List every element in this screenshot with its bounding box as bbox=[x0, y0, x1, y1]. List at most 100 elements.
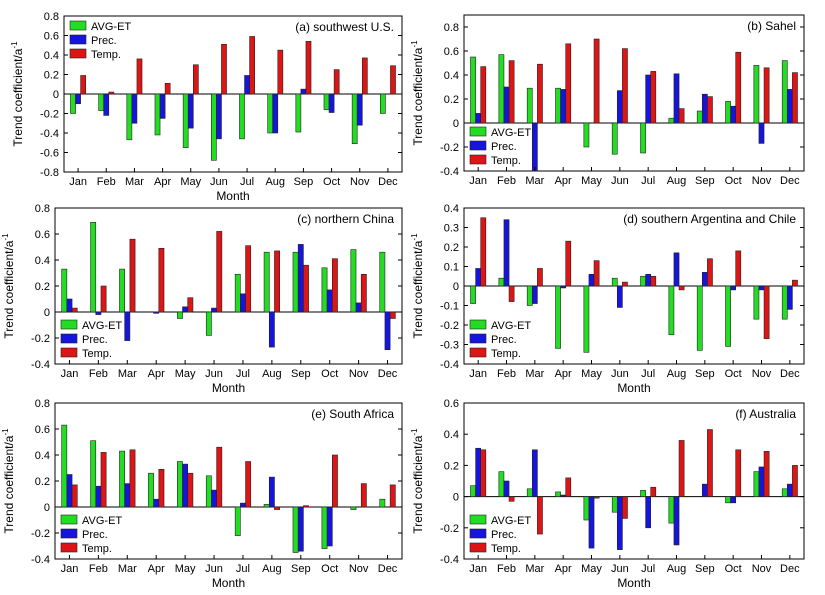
bar-temp-nov bbox=[763, 285, 770, 339]
y-tick-label: 0 bbox=[44, 502, 50, 514]
bar-temp-jul bbox=[650, 275, 657, 287]
x-tick-label: Jan bbox=[61, 368, 79, 380]
bar-prec-oct bbox=[730, 285, 737, 291]
x-tick-label: Dec bbox=[378, 563, 398, 575]
legend: AVG-ET Prec. Temp. bbox=[469, 319, 531, 360]
x-tick-label: Jun bbox=[205, 368, 223, 380]
y-axis-label-text: Trend coefficient/a bbox=[411, 47, 425, 145]
bar-avget-feb bbox=[498, 54, 505, 124]
bar-avget-jul bbox=[640, 122, 646, 154]
bar-prec-may bbox=[588, 273, 595, 287]
legend: AVG-ET Prec. Temp. bbox=[60, 319, 122, 360]
plot-frame bbox=[463, 14, 805, 172]
bar-temp-jan bbox=[71, 307, 78, 313]
legend-label: Temp. bbox=[491, 543, 521, 555]
bar-avget-mar bbox=[126, 93, 133, 141]
x-tick-label: Sep bbox=[695, 175, 715, 187]
y-tick-label: 0.4 bbox=[35, 255, 50, 267]
bar-temp-sep bbox=[707, 258, 713, 287]
y-tick-label: -0.2 bbox=[31, 333, 50, 345]
bar-temp-nov bbox=[763, 451, 770, 497]
y-tick-label: -0.2 bbox=[40, 109, 59, 121]
bar-avget-nov bbox=[753, 65, 760, 124]
bar-temp-jul bbox=[650, 486, 657, 497]
bar-temp-mar bbox=[129, 449, 136, 508]
bar-temp-jun bbox=[622, 496, 628, 519]
bar-avget-jul bbox=[640, 275, 646, 287]
x-tick-label: Dec bbox=[780, 563, 800, 575]
x-tick-label: Aug bbox=[667, 368, 687, 380]
chart-panel-1: -0.8 -0.6 -0.4 -0.2 0 0.2 0.4 0.6 0.8 Jan Feb Mar Ap… bbox=[10, 11, 403, 203]
x-tick-label: Jun bbox=[611, 368, 629, 380]
x-tick-label: Jan bbox=[69, 176, 87, 188]
bar-temp-nov bbox=[360, 483, 367, 508]
y-tick-label: 0.8 bbox=[444, 22, 459, 34]
bar-prec-jun bbox=[216, 93, 222, 140]
bar-prec-jul bbox=[240, 502, 246, 508]
bar-temp-dec bbox=[389, 484, 396, 508]
x-tick-label: Jan bbox=[469, 368, 487, 380]
x-axis-label: Month bbox=[212, 576, 245, 590]
bar-avget-oct bbox=[321, 267, 328, 313]
bar-avget-aug bbox=[263, 504, 270, 508]
bar-temp-mar bbox=[537, 496, 543, 535]
x-tick-label: Mar bbox=[118, 563, 137, 575]
bar-prec-feb bbox=[103, 93, 110, 116]
x-tick-label: Mar bbox=[525, 563, 544, 575]
bar-temp-dec bbox=[792, 72, 798, 124]
legend: AVG-ET Prec. Temp. bbox=[60, 514, 122, 555]
x-axis-label: Month bbox=[617, 381, 650, 395]
y-axis-label-text: Trend coefficient/a bbox=[11, 48, 25, 146]
bar-temp-apr bbox=[565, 477, 572, 497]
bar-avget-may bbox=[583, 285, 590, 353]
legend-swatch bbox=[60, 333, 78, 344]
bar-prec-sep bbox=[297, 506, 304, 552]
y-axis-label: Trend coefficient/a-1 bbox=[410, 40, 425, 146]
x-tick-label: Apr bbox=[148, 368, 165, 380]
bar-prec-nov bbox=[355, 302, 362, 313]
bar-prec-mar bbox=[124, 483, 131, 508]
bar-temp-may bbox=[187, 472, 194, 508]
x-tick-label: Sep bbox=[291, 368, 311, 380]
bar-temp-oct bbox=[332, 454, 338, 508]
legend-swatch bbox=[60, 347, 78, 358]
bar-prec-nov bbox=[758, 285, 765, 291]
bar-prec-feb bbox=[503, 480, 510, 497]
bar-prec-feb bbox=[503, 86, 510, 124]
bar-temp-mar bbox=[537, 63, 543, 124]
x-tick-label: Dec bbox=[378, 368, 398, 380]
y-tick-label: 0.4 bbox=[444, 70, 459, 82]
bar-prec-feb bbox=[95, 311, 102, 315]
bar-avget-jun bbox=[205, 475, 212, 508]
bar-avget-apr bbox=[555, 87, 561, 124]
y-axis-label: Trend coefficient/a-1 bbox=[10, 41, 25, 147]
y-tick-label: 0.3 bbox=[444, 223, 459, 235]
y-axis-label-sup: -1 bbox=[1, 233, 10, 241]
bar-avget-mar bbox=[526, 488, 533, 497]
bar-prec-sep bbox=[701, 272, 708, 287]
y-tick-label: 0.2 bbox=[444, 94, 459, 106]
bar-prec-dec bbox=[786, 89, 793, 124]
bar-avget-nov bbox=[753, 285, 760, 320]
bar-temp-jul bbox=[245, 461, 252, 508]
y-tick-label: 0.4 bbox=[444, 203, 459, 215]
legend-label: Prec. bbox=[91, 35, 117, 47]
bar-avget-mar bbox=[119, 450, 125, 508]
y-tick-label: 0.2 bbox=[444, 460, 459, 472]
bar-prec-jan bbox=[475, 268, 482, 287]
x-tick-label: Apr bbox=[555, 175, 572, 187]
bar-temp-dec bbox=[792, 279, 798, 287]
bar-temp-feb bbox=[508, 285, 515, 302]
x-tick-label: Feb bbox=[497, 563, 516, 575]
bar-temp-sep bbox=[305, 41, 312, 95]
bar-prec-jan bbox=[475, 447, 482, 497]
bar-avget-oct bbox=[725, 101, 731, 124]
bar-prec-nov bbox=[758, 122, 765, 144]
x-tick-label: May bbox=[581, 368, 602, 380]
bar-temp-feb bbox=[508, 496, 515, 502]
bar-avget-jul bbox=[640, 490, 646, 497]
legend-label: Temp. bbox=[91, 49, 121, 61]
x-tick-label: Dec bbox=[780, 368, 800, 380]
y-tick-label: -0.4 bbox=[440, 166, 459, 178]
bar-temp-feb bbox=[108, 91, 115, 95]
